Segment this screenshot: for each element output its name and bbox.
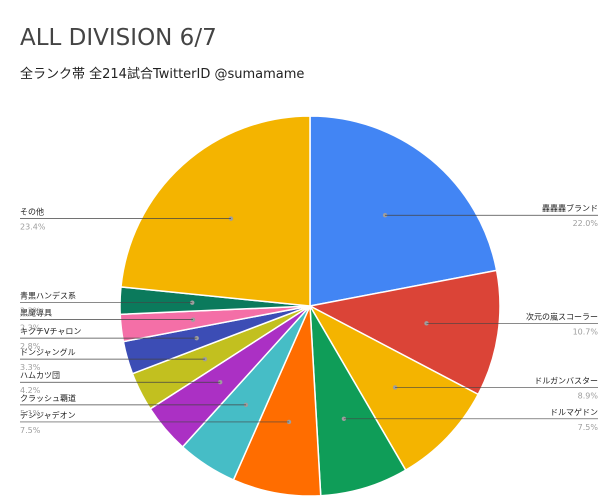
slice-label-11: 青黒ハンデス系	[20, 291, 76, 301]
slice-value-3: 8.9%	[578, 391, 599, 400]
chart-title: ALL DIVISION 6/7	[20, 25, 217, 51]
slice-label-5: デンジャデオン	[20, 410, 76, 420]
pie-slice-1	[309, 115, 498, 307]
slice-value-1: 22.0%	[573, 219, 599, 228]
slice-value-8: 3.3%	[20, 363, 41, 372]
pie-slice-12	[120, 115, 311, 307]
slice-label-9: キクチVチャロン	[20, 327, 81, 336]
slice-label-8: ドンジャングル	[20, 347, 76, 357]
leader-dot-slice-1	[382, 213, 388, 218]
pie-slice-2	[307, 269, 501, 396]
slice-label-12: その他	[20, 207, 44, 217]
slice-value-11: 2.3%	[20, 307, 41, 316]
leader-dot-slice-4	[341, 416, 347, 422]
slice-label-6: クラッシュ覇道	[20, 393, 76, 403]
pie-labels: 轟轟轟ブランド 22.0% 次元の嵐スコーラー 10.7% ドルガンバスター 8.9% ドル…	[20, 203, 598, 435]
slice-value-10: 2.3%	[20, 324, 41, 333]
slice-label-4: ドルマゲドン	[550, 407, 598, 417]
slice-value-12: 23.4%	[20, 223, 46, 232]
chart-subtitle: 全ランク帯 全214試合TwitterID @sumamame	[20, 67, 305, 82]
slice-label-7: ハムカツ団	[20, 371, 60, 380]
slice-value-9: 2.8%	[20, 342, 41, 351]
pie-slices	[119, 115, 501, 497]
slice-label-2: 次元の嵐スコーラー	[526, 311, 598, 321]
slice-value-2: 10.7%	[573, 327, 599, 336]
slice-value-4: 7.5%	[578, 423, 599, 432]
slice-value-6: 5.1%	[20, 409, 41, 418]
slice-value-5: 7.5%	[20, 426, 41, 435]
slice-label-10: 黒魔導具	[20, 308, 52, 318]
slice-label-3: ドルガンバスター	[534, 375, 598, 385]
slice-label-1: 轟轟轟ブランド	[542, 203, 598, 213]
slice-value-7: 4.2%	[20, 386, 41, 395]
